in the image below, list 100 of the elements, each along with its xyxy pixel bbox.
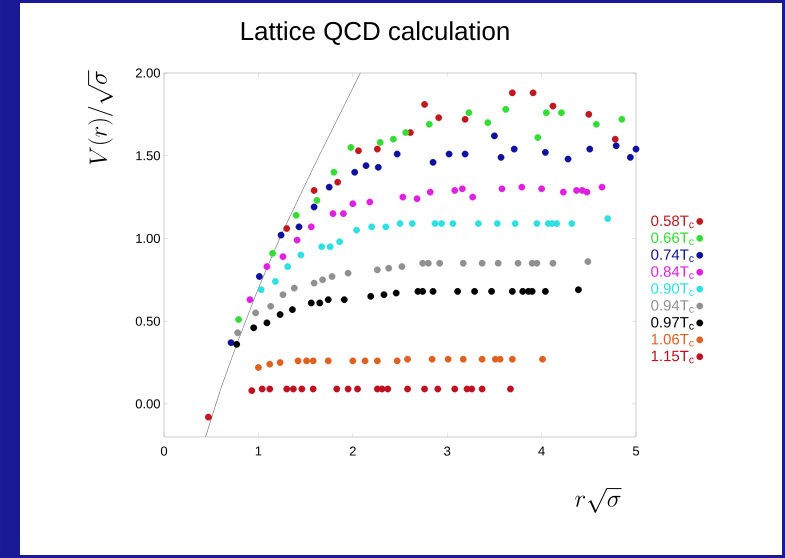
point — [326, 184, 333, 191]
point — [458, 185, 466, 192]
x-axis-title: $r\sqrt{\sigma}$ — [575, 488, 622, 513]
point — [266, 386, 274, 392]
point — [460, 356, 467, 363]
point — [568, 220, 576, 227]
point — [367, 292, 374, 300]
point — [314, 196, 320, 204]
point — [330, 210, 336, 218]
point — [374, 164, 382, 171]
point — [292, 212, 300, 219]
point — [258, 386, 266, 392]
point — [558, 109, 565, 116]
legend-label: 0.74T$_{c}$ — [651, 249, 694, 262]
point — [351, 168, 358, 176]
point — [491, 132, 498, 140]
y-tick-label: 0.00 — [136, 399, 160, 408]
point — [374, 357, 381, 364]
point — [626, 154, 634, 161]
point — [488, 288, 495, 295]
point — [252, 309, 259, 316]
point — [310, 386, 317, 392]
point — [366, 198, 374, 206]
point — [344, 386, 352, 392]
point — [399, 194, 406, 200]
point — [508, 356, 516, 363]
point — [234, 329, 242, 336]
point — [235, 316, 242, 323]
legend-label: 0.58T$_{c}$ — [651, 215, 694, 228]
point — [508, 89, 516, 96]
y-tick-label: 2.00 — [136, 68, 160, 78]
point — [378, 386, 386, 392]
point — [355, 147, 362, 154]
point — [298, 386, 306, 392]
point — [419, 288, 426, 295]
point — [550, 260, 556, 267]
point — [398, 263, 406, 270]
point — [435, 114, 442, 122]
point — [428, 356, 436, 363]
point — [404, 386, 411, 392]
point — [390, 136, 397, 143]
point — [550, 102, 556, 110]
point — [484, 119, 492, 126]
point — [394, 357, 401, 364]
point — [290, 284, 298, 292]
point — [264, 319, 270, 326]
point — [316, 300, 324, 306]
point — [414, 195, 420, 202]
point — [478, 356, 486, 363]
point — [430, 158, 436, 166]
point — [250, 324, 258, 332]
point — [266, 360, 274, 368]
line-series — [205, 72, 361, 438]
point — [348, 144, 354, 151]
point — [494, 220, 501, 227]
point — [424, 260, 432, 267]
point — [264, 263, 270, 270]
x-tick-label: 3 — [444, 446, 450, 456]
point — [598, 184, 606, 191]
point — [319, 276, 326, 284]
point — [324, 357, 332, 364]
legend-label: 0.90T$_{c}$ — [651, 283, 694, 296]
point — [612, 142, 620, 150]
point — [426, 188, 434, 196]
point — [573, 187, 580, 194]
legend-label: 0.84T$_{c}$ — [651, 266, 694, 279]
point — [586, 146, 594, 152]
legend-label: 0.66T$_{c}$ — [651, 232, 694, 246]
point — [303, 357, 310, 364]
point — [444, 356, 452, 363]
point — [466, 109, 472, 116]
point — [328, 273, 336, 280]
point — [354, 386, 361, 392]
point — [432, 220, 438, 227]
point — [340, 210, 347, 218]
point — [512, 220, 519, 227]
point — [324, 296, 332, 304]
point — [278, 232, 284, 239]
point — [538, 185, 546, 192]
point — [519, 288, 526, 295]
point — [349, 200, 356, 208]
point — [451, 187, 458, 194]
point — [233, 340, 240, 348]
point — [542, 149, 549, 156]
point — [468, 386, 476, 392]
point — [402, 129, 410, 136]
legend-label: 0.94T$_{c}$ — [651, 300, 694, 313]
point — [584, 258, 592, 265]
y-tick-label: 1.50 — [136, 151, 160, 160]
point — [394, 150, 401, 158]
point — [276, 359, 284, 366]
point — [318, 243, 326, 250]
point — [474, 220, 482, 227]
point — [434, 386, 442, 392]
point — [267, 302, 274, 310]
point — [334, 178, 342, 186]
point — [310, 187, 318, 194]
point — [514, 260, 522, 267]
point — [454, 288, 461, 295]
point — [564, 156, 572, 162]
